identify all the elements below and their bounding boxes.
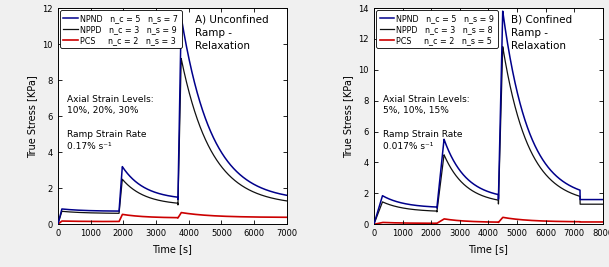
Legend: NPND   n_c = 5   n_s = 9, NPPD   n_c = 3   n_s = 8, PCS     n_c = 2   n_s = 5: NPND n_c = 5 n_s = 9, NPPD n_c = 3 n_s =… [376, 10, 498, 48]
X-axis label: Time [s]: Time [s] [152, 244, 192, 254]
Y-axis label: True Stress [KPa]: True Stress [KPa] [343, 75, 353, 158]
Text: Axial Strain Levels:
10%, 20%, 30%

Ramp Strain Rate
0.17% s⁻¹: Axial Strain Levels: 10%, 20%, 30% Ramp … [67, 95, 153, 151]
Text: A) Unconfined
Ramp -
Relaxation: A) Unconfined Ramp - Relaxation [195, 14, 269, 51]
X-axis label: Time [s]: Time [s] [468, 244, 509, 254]
Text: Axial Strain Levels:
5%, 10%, 15%

Ramp Strain Rate
0.017% s⁻¹: Axial Strain Levels: 5%, 10%, 15% Ramp S… [383, 95, 470, 151]
Legend: NPND   n_c = 5   n_s = 7, NPPD   n_c = 3   n_s = 9, PCS     n_c = 2   n_s = 3: NPND n_c = 5 n_s = 7, NPPD n_c = 3 n_s =… [60, 10, 181, 48]
Text: B) Confined
Ramp -
Relaxation: B) Confined Ramp - Relaxation [512, 14, 572, 51]
Y-axis label: True Stress [KPa]: True Stress [KPa] [27, 75, 37, 158]
